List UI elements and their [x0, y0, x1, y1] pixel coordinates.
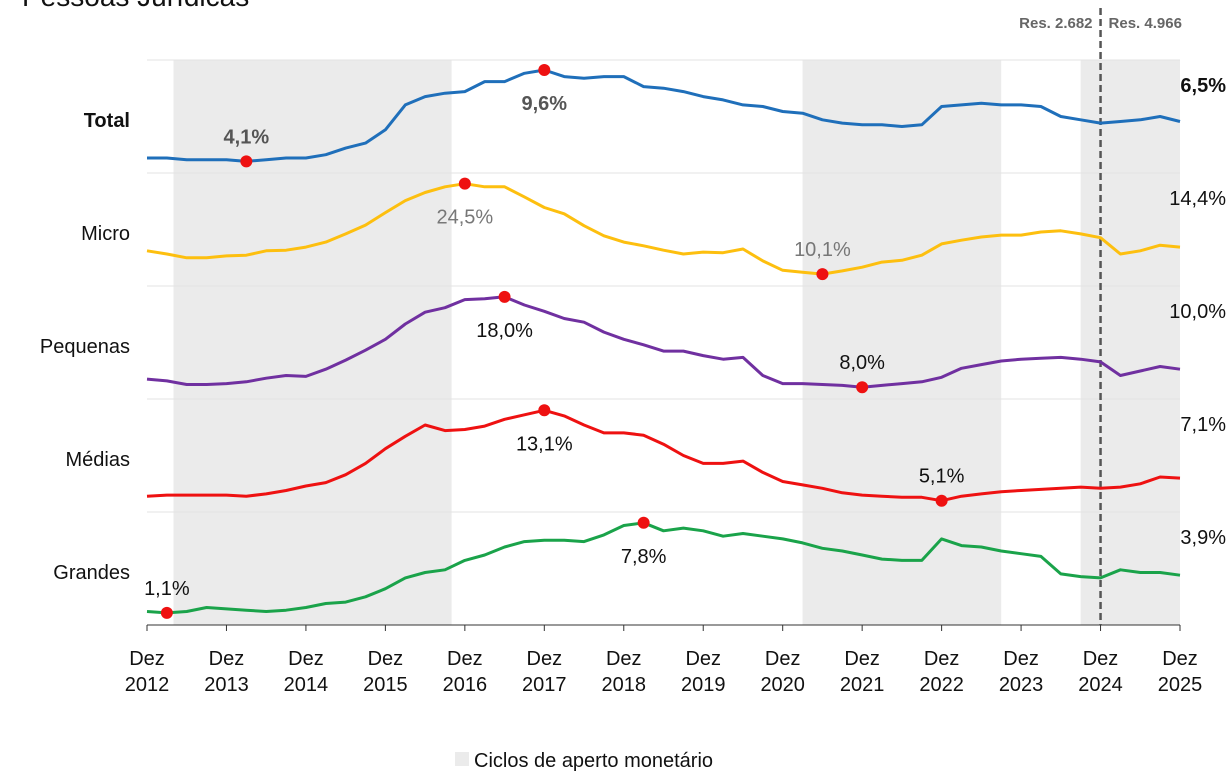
reference-label: Res. 2.682 — [1019, 15, 1092, 32]
shaded-period — [173, 60, 452, 625]
value-label: 10,0% — [1169, 301, 1226, 323]
x-tick-label: Dez 2024 — [1078, 648, 1123, 696]
extreme-point — [637, 516, 650, 529]
reference-label: Res. 4.966 — [1109, 15, 1182, 32]
panel-label: Total — [84, 110, 130, 132]
series-line — [146, 295, 1181, 389]
x-tick-label: Dez 2017 — [522, 648, 567, 696]
series-line — [147, 68, 1181, 163]
x-tick-label: Dez 2022 — [919, 648, 964, 696]
extreme-point — [160, 606, 173, 619]
panel-label: Micro — [81, 223, 130, 245]
value-label: 6,5% — [1180, 75, 1226, 97]
value-label: 24,5% — [436, 207, 493, 229]
value-label: 4,1% — [224, 126, 270, 148]
value-label: 7,8% — [621, 546, 667, 568]
extreme-point — [240, 155, 253, 168]
chart-title: Pessoas Jurídicas — [22, 0, 249, 12]
series-line — [146, 182, 1181, 276]
extreme-point — [458, 177, 471, 190]
extreme-point — [856, 381, 869, 394]
x-tick-label: Dez 2020 — [760, 648, 805, 696]
value-label: 8,0% — [839, 352, 885, 374]
x-tick-label: Dez 2018 — [602, 648, 647, 696]
value-label: 3,9% — [1180, 527, 1226, 549]
x-tick-label: Dez 2016 — [443, 648, 488, 696]
value-label: 13,1% — [516, 433, 573, 455]
value-label: 1,1% — [144, 578, 190, 600]
x-tick-label: Dez 2023 — [999, 648, 1044, 696]
value-label: 5,1% — [919, 466, 965, 488]
x-tick-label: Dez 2012 — [125, 648, 170, 696]
x-tick-label: Dez 2019 — [681, 648, 726, 696]
extreme-point — [816, 268, 829, 281]
panel-label: Pequenas — [40, 336, 130, 358]
value-label: 7,1% — [1180, 414, 1226, 436]
extreme-point — [538, 404, 551, 417]
panel-label: Grandes — [53, 562, 130, 584]
series-line — [146, 408, 1181, 503]
legend-swatch — [455, 752, 469, 766]
series-line — [146, 521, 1181, 615]
extreme-point — [498, 290, 511, 303]
x-tick-label: Dez 2014 — [284, 648, 329, 696]
legend-label: Ciclos de aperto monetário — [474, 750, 713, 772]
x-tick-label: Dez 2013 — [204, 648, 249, 696]
extreme-point — [538, 63, 551, 76]
shaded-period — [1080, 60, 1180, 625]
value-label: 10,1% — [794, 239, 851, 261]
x-tick-label: Dez 2025 — [1158, 648, 1203, 696]
shaded-period — [802, 60, 1002, 625]
value-label: 18,0% — [476, 320, 533, 342]
extreme-point — [935, 494, 948, 507]
value-label: 14,4% — [1169, 188, 1226, 210]
x-tick-label: Dez 2015 — [363, 648, 408, 696]
value-label: 9,6% — [522, 93, 568, 115]
panel-label: Médias — [66, 449, 130, 471]
x-tick-label: Dez 2021 — [840, 648, 885, 696]
